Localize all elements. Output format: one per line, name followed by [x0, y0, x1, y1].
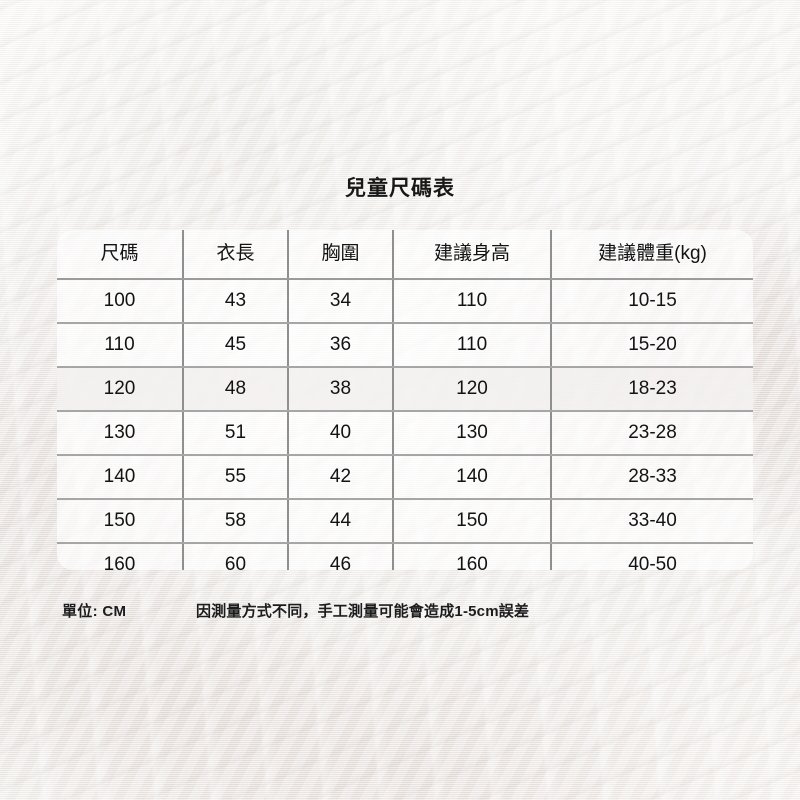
cell-chest: 46: [287, 543, 393, 570]
cell-height: 140: [392, 455, 551, 500]
cell-chest: 34: [287, 279, 393, 324]
cell-chest: 36: [287, 323, 393, 368]
cell-chest: 42: [287, 455, 393, 500]
cell-height: 150: [392, 499, 551, 544]
cell-weight: 40-50: [550, 543, 753, 570]
cell-weight: 28-33: [550, 455, 753, 500]
page-title: 兒童尺碼表: [345, 177, 455, 200]
cell-size: 160: [103, 554, 136, 570]
cell-weight: 23-28: [550, 411, 753, 456]
cell-weight: 10-15: [550, 279, 753, 324]
footer-unit-label: 單位: CM: [62, 603, 127, 620]
cell-size: 100: [57, 279, 183, 324]
cell-weight: 33-40: [550, 499, 753, 544]
cell-chest: 38: [287, 367, 393, 412]
cell-size: 120: [57, 367, 183, 412]
cell-length: 58: [182, 499, 288, 544]
column-header-length: 衣長: [182, 230, 288, 280]
cell-height: 160: [392, 543, 551, 570]
table-row: 160 60 46 160 40-50: [57, 543, 753, 570]
size-table: 尺碼 衣長 胸圍 建議身高 建議體重(kg) 100 43 34 110 10-15 11…: [57, 230, 753, 570]
cell-size: 150: [57, 499, 183, 544]
cell-length: 45: [182, 323, 288, 368]
column-header-height: 建議身高: [392, 230, 551, 280]
cell-height: 120: [392, 367, 551, 412]
cell-length: 51: [182, 411, 288, 456]
cell-size: 140: [57, 455, 183, 500]
table-row: 130 51 40 130 23-28: [57, 411, 753, 456]
cell-chest: 40: [287, 411, 393, 456]
cell-height: 110: [392, 279, 551, 324]
column-header-chest: 胸圍: [287, 230, 393, 280]
cell-height: 110: [392, 323, 551, 368]
table-row: 150 58 44 150 33-40: [57, 499, 753, 544]
size-table-body: 100 43 34 110 10-15 110 45 36 110 15-20 120 48 38 120…: [57, 279, 753, 570]
cell-weight: 18-23: [550, 367, 753, 412]
table-row: 100 43 34 110 10-15: [57, 279, 753, 324]
cell-length: 60: [182, 543, 288, 570]
cell-size: 130: [57, 411, 183, 456]
table-row: 140 55 42 140 28-33: [57, 455, 753, 500]
size-table-panel: 尺碼 衣長 胸圍 建議身高 建議體重(kg) 100 43 34 110 10-15 11…: [57, 230, 753, 570]
cell-weight: 15-20: [550, 323, 753, 368]
footer-measurement-note: 因測量方式不同，手工測量可能會造成1-5cm誤差: [196, 603, 530, 620]
cell-length: 55: [182, 455, 288, 500]
table-row: 120 48 38 120 18-23: [57, 367, 753, 412]
cell-height: 130: [392, 411, 551, 456]
column-header-size: 尺碼: [57, 230, 183, 280]
table-row: 110 45 36 110 15-20: [57, 323, 753, 368]
cell-length: 43: [182, 279, 288, 324]
column-header-weight: 建議體重(kg): [550, 230, 753, 280]
cell-chest: 44: [287, 499, 393, 544]
cell-size: 110: [57, 323, 183, 368]
size-table-header: 尺碼 衣長 胸圍 建議身高 建議體重(kg): [57, 230, 753, 280]
table-header-row: 尺碼 衣長 胸圍 建議身高 建議體重(kg): [57, 230, 753, 280]
cell-length: 48: [182, 367, 288, 412]
